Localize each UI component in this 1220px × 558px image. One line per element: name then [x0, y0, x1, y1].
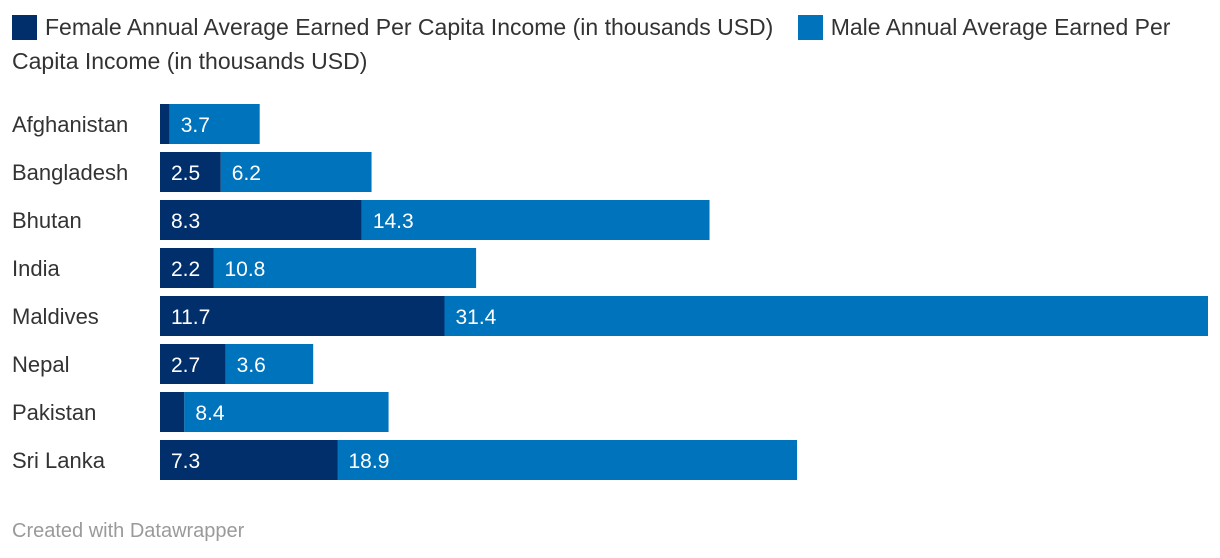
value-label-male-bangladesh: 6.2 — [232, 162, 261, 185]
value-label-male-bhutan: 14.3 — [373, 210, 414, 233]
bar-female-india — [160, 248, 214, 288]
bar-chart: Afghanistan 3.7 Bangladesh 2.5 6.2 Bhutan 8.3 1… — [12, 104, 1208, 480]
bar-male-pakistan — [184, 392, 389, 432]
bar-male-afghanistan — [169, 104, 260, 144]
bar-male-bhutan — [361, 200, 710, 240]
bar-female-bangladesh — [160, 152, 221, 192]
legend-swatch-female — [12, 15, 37, 40]
legend-swatch-male — [797, 15, 823, 40]
value-label-female-india: 2.2 — [171, 258, 200, 281]
category-label-bangladesh: Bangladesh — [12, 160, 128, 185]
value-label-male-pakistan: 8.4 — [195, 402, 225, 425]
legend-item-male: Male Annual Average Earned Per Capita In… — [12, 14, 1170, 74]
bar-male-bangladesh — [220, 152, 372, 192]
legend-label-female: Female Annual Average Earned Per Capita … — [45, 14, 774, 40]
bar-female-sri-lanka — [160, 440, 338, 480]
bar-male-india — [213, 248, 477, 288]
value-label-male-afghanistan: 3.7 — [181, 114, 210, 137]
bar-male-sri-lanka — [337, 440, 798, 480]
footer-credit: Created with Datawrapper — [12, 520, 245, 542]
category-label-bhutan: Bhutan — [12, 208, 82, 233]
value-label-female-bangladesh: 2.5 — [171, 162, 200, 185]
value-label-female-sri-lanka: 7.3 — [171, 450, 200, 473]
value-label-male-india: 10.8 — [224, 258, 265, 281]
legend-item-female: Female Annual Average Earned Per Capita … — [12, 14, 773, 40]
value-label-male-sri-lanka: 18.9 — [349, 450, 390, 473]
bar-female-pakistan — [160, 392, 185, 432]
legend-label-male: Male Annual Average Earned Per Capita In… — [12, 14, 1171, 74]
category-label-pakistan: Pakistan — [12, 400, 96, 425]
category-label-india: India — [12, 256, 60, 281]
value-label-female-nepal: 2.7 — [171, 354, 200, 377]
value-label-male-nepal: 3.6 — [237, 354, 266, 377]
category-label-afghanistan: Afghanistan — [12, 112, 128, 137]
value-label-female-bhutan: 8.3 — [171, 210, 200, 233]
category-label-nepal: Nepal — [12, 352, 69, 377]
legend: Female Annual Average Earned Per Capita … — [12, 10, 1212, 78]
category-label-sri-lanka: Sri Lanka — [12, 448, 106, 473]
bar-female-afghanistan — [160, 104, 170, 144]
bar-female-bhutan — [160, 200, 362, 240]
value-label-male-maldives: 31.4 — [455, 306, 496, 329]
bar-male-maldives — [444, 296, 1208, 336]
value-label-female-maldives: 11.7 — [171, 306, 210, 329]
bar-female-nepal — [160, 344, 226, 384]
bar-male-nepal — [225, 344, 314, 384]
bar-female-maldives — [160, 296, 445, 336]
category-label-maldives: Maldives — [12, 304, 99, 329]
